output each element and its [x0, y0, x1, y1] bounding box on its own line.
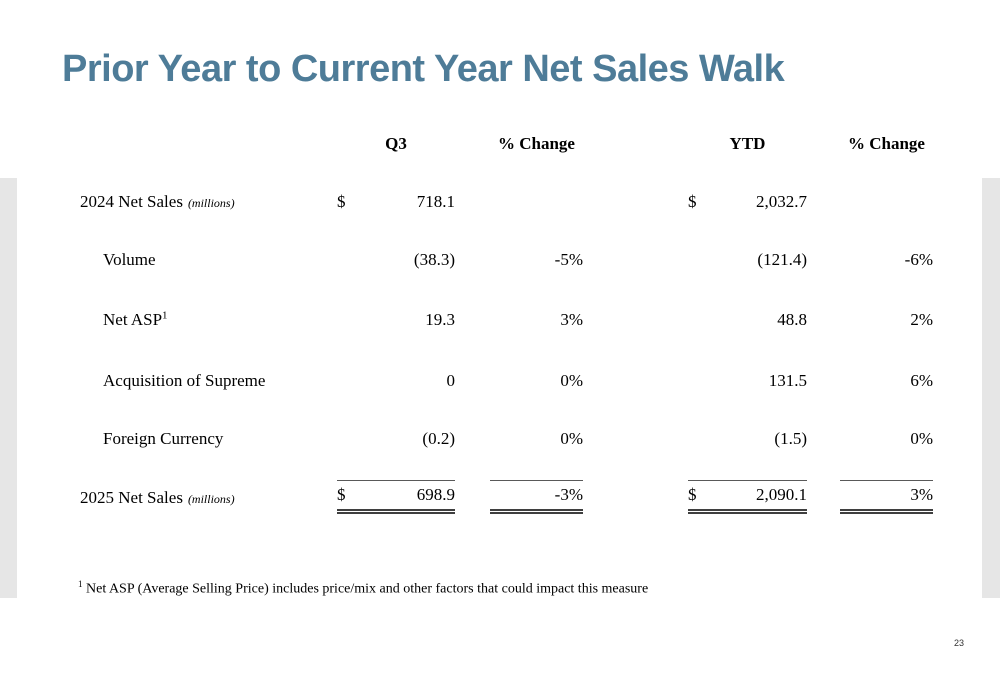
ytd-pct-change: 6% [910, 371, 933, 390]
ytd-pct-change: 2% [910, 310, 933, 329]
slide-title: Prior Year to Current Year Net Sales Wal… [62, 48, 785, 90]
ytd-pct-change: -6% [904, 250, 933, 269]
footnote: 1 Net ASP (Average Selling Price) includ… [78, 575, 648, 599]
ytd-value: (121.4) [757, 250, 807, 269]
row-label-text: Net ASP [103, 310, 163, 329]
dollar-sign: $ [688, 192, 697, 211]
ytd-amount: 2,090.1 [756, 485, 807, 504]
ytd-value: 131.5 [768, 371, 807, 390]
footnote-text: Net ASP (Average Selling Price) includes… [82, 581, 649, 597]
q3-total-value: $698.9 [337, 480, 455, 514]
row-label: 2024 Net Sales (millions) [80, 190, 235, 215]
row-label-text: Acquisition of Supreme [103, 371, 266, 390]
column-header-ytd-change: % Change [848, 134, 925, 153]
row-label-text: 2025 Net Sales [80, 488, 183, 507]
column-header-ytd: YTD [729, 134, 766, 153]
q3-pct-change: -5% [554, 250, 583, 269]
q3-pct-change: 3% [560, 310, 583, 329]
table-row-foreign-currency: Foreign Currency (0.2) 0% (1.5) 0% [0, 427, 1000, 453]
q3-value: (0.2) [422, 429, 455, 448]
page-number: 23 [953, 638, 964, 648]
row-label: Volume [103, 248, 156, 272]
ytd-value: (1.5) [774, 429, 807, 448]
footnote-superscript: 1 [78, 579, 83, 589]
table-row-acquisition-of-supreme: Acquisition of Supreme 0 0% 131.5 6% [0, 369, 1000, 395]
row-label: Foreign Currency [103, 427, 223, 451]
row-label-text: Foreign Currency [103, 429, 224, 448]
q3-value: (38.3) [413, 250, 455, 269]
dollar-sign: $ [337, 192, 346, 211]
q3-pct-change: 0% [560, 371, 583, 390]
row-label-note: (millions) [187, 492, 235, 506]
ytd-amount: 2,032.7 [756, 192, 807, 211]
right-edge-bar [982, 178, 1000, 598]
q3-pct-change: 0% [560, 429, 583, 448]
row-label: 2025 Net Sales (millions) [80, 486, 235, 511]
dollar-sign: $ [337, 485, 346, 504]
q3-total-pct-change: -3% [490, 480, 583, 514]
ytd-value: $2,032.7 [688, 190, 807, 214]
q3-value: 0 [446, 371, 456, 390]
ytd-value: 48.8 [777, 310, 807, 329]
row-label-note: (millions) [187, 196, 235, 210]
row-label-superscript: 1 [162, 309, 168, 322]
dollar-sign: $ [688, 485, 697, 504]
row-label-text: 2024 Net Sales [80, 192, 183, 211]
q3-amount: 698.9 [416, 485, 455, 504]
q3-value: $718.1 [337, 190, 455, 214]
column-header-q3: Q3 [385, 134, 407, 153]
ytd-total-value: $2,090.1 [688, 480, 807, 514]
q3-value: 19.3 [425, 310, 455, 329]
q3-amount: 718.1 [416, 192, 455, 211]
row-label: Acquisition of Supreme [103, 369, 265, 393]
table-row-net-asp: Net ASP1 19.3 3% 48.8 2% [0, 308, 1000, 334]
row-label: Net ASP1 [103, 308, 168, 332]
table-row-volume: Volume (38.3) -5% (121.4) -6% [0, 248, 1000, 274]
table-row-2024-net-sales: 2024 Net Sales (millions) $718.1 $2,032.7 [0, 190, 1000, 216]
ytd-total-pct-change: 3% [840, 480, 933, 514]
table-header-row: Q3 % Change YTD % Change [0, 132, 1000, 158]
table-row-2025-net-sales: 2025 Net Sales (millions) $698.9 -3% $2,0… [0, 480, 1000, 514]
column-header-q3-change: % Change [498, 134, 575, 153]
left-edge-bar [0, 178, 17, 598]
ytd-pct-change: 0% [910, 429, 933, 448]
row-label-text: Volume [103, 250, 156, 269]
